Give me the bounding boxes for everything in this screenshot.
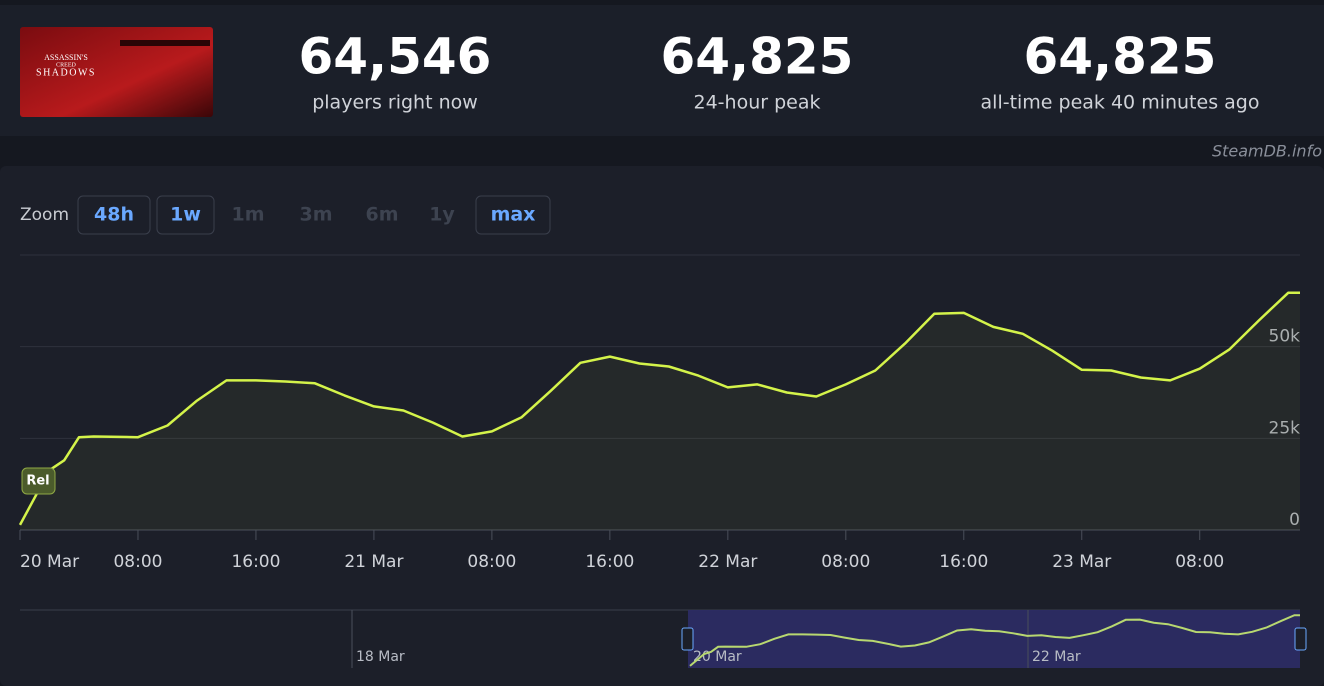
y-tick-label: 25k (1269, 418, 1301, 438)
zoom-option[interactable]: max (491, 204, 536, 226)
stat-label: players right now (312, 92, 478, 114)
x-tick-label: 08:00 (821, 552, 870, 572)
zoom-option: 3m (299, 204, 332, 226)
x-tick-label: 22 Mar (698, 552, 757, 572)
zoom-option: 6m (365, 204, 398, 226)
navigator-label: 18 Mar (356, 649, 405, 665)
x-tick-label: 23 Mar (1052, 552, 1111, 572)
annotation: Rel (26, 474, 49, 489)
y-tick-label: 0 (1289, 510, 1300, 530)
x-tick-label: 16:00 (585, 552, 634, 572)
zoom-button[interactable] (156, 195, 215, 235)
zoom-button[interactable] (475, 195, 551, 235)
x-tick-label: 08:00 (113, 552, 162, 572)
navigator-handle-right[interactable] (1294, 627, 1307, 651)
zoom-option[interactable]: 1w (170, 204, 201, 226)
x-tick-label: 08:00 (467, 552, 516, 572)
game-cover[interactable] (20, 27, 213, 117)
annotation-badge (21, 467, 56, 495)
cover-text: CREED (56, 62, 76, 68)
x-tick-label: 16:00 (939, 552, 988, 572)
cover-text: SHADOWS (36, 67, 96, 78)
zoom-button[interactable] (77, 195, 151, 235)
navigator-selection[interactable] (688, 610, 1300, 668)
line (18, 291, 1300, 526)
navigator-handle-left[interactable] (681, 627, 694, 651)
zoom-label: Zoom (20, 205, 69, 225)
x-tick-label: 16:00 (231, 552, 280, 572)
zoom-option: 1y (429, 204, 455, 226)
chart-panel (0, 166, 1324, 686)
x-tick-label: 20 Mar (20, 552, 79, 572)
navigator-line (689, 614, 1300, 667)
x-tick-label: 08:00 (1175, 552, 1224, 572)
y-tick-label: 50k (1269, 327, 1301, 347)
stat-value: 64,825 (1024, 28, 1217, 86)
zoom-option: 1m (231, 204, 264, 226)
area (20, 292, 1300, 530)
header-panel (0, 5, 1324, 136)
stat-value: 64,825 (661, 28, 854, 86)
zoom-option[interactable]: 48h (94, 204, 134, 226)
stat-value: 64,546 (299, 28, 492, 86)
stat-label: all-time peak 40 minutes ago (981, 92, 1260, 114)
stat-label: 24-hour peak (694, 92, 821, 114)
x-tick-label: 21 Mar (344, 552, 403, 572)
cover-gate (120, 40, 210, 46)
cover-text: ASSASSIN'S (44, 53, 88, 62)
source-label: SteamDB.info (1212, 142, 1322, 161)
navigator-label: 22 Mar (1032, 649, 1081, 665)
